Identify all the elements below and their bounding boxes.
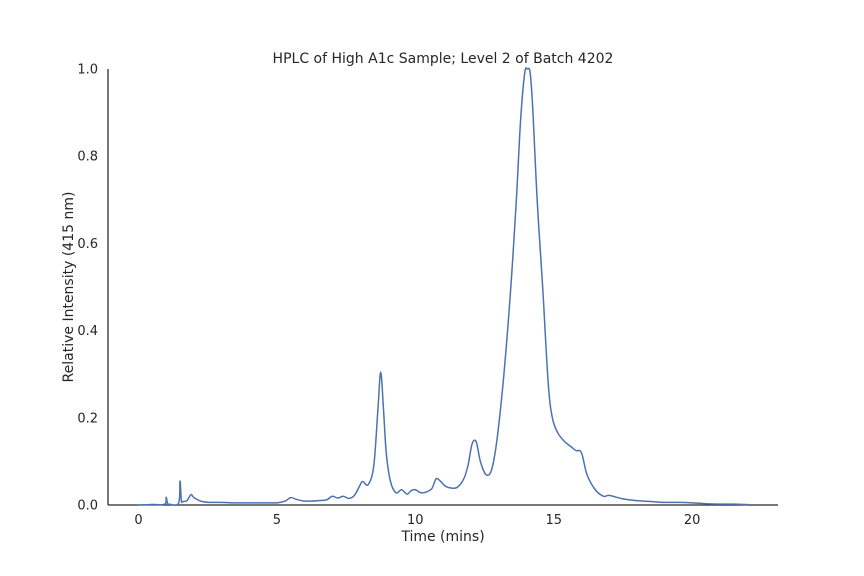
y-axis-label: Relative Intensity (415 nm) <box>61 192 77 383</box>
y-axis-ticks: 0.0 0.2 0.4 0.6 0.8 1.0 <box>77 63 98 514</box>
x-tick-label: 15 <box>545 513 562 528</box>
x-tick-label: 10 <box>407 513 424 528</box>
x-tick-label: 20 <box>684 513 701 528</box>
chart-title: HPLC of High A1c Sample; Level 2 of Batc… <box>273 51 614 67</box>
x-tick-label: 5 <box>273 513 281 528</box>
y-tick-label: 0.4 <box>77 324 98 339</box>
y-tick-label: 0.2 <box>77 411 98 426</box>
y-tick-label: 0.8 <box>77 150 98 165</box>
x-axis-ticks: 0 5 10 15 20 <box>134 513 700 528</box>
chromatogram-line <box>137 67 749 506</box>
y-tick-label: 1.0 <box>77 63 98 78</box>
x-axis-label: Time (mins) <box>400 529 484 545</box>
y-tick-label: 0.0 <box>77 499 98 514</box>
y-tick-label: 0.6 <box>77 237 98 252</box>
x-tick-label: 0 <box>134 513 142 528</box>
